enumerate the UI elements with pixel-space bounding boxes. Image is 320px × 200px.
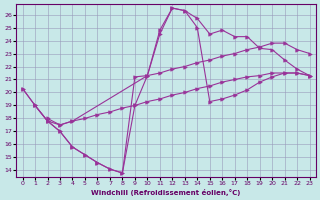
X-axis label: Windchill (Refroidissement éolien,°C): Windchill (Refroidissement éolien,°C) [92, 189, 241, 196]
